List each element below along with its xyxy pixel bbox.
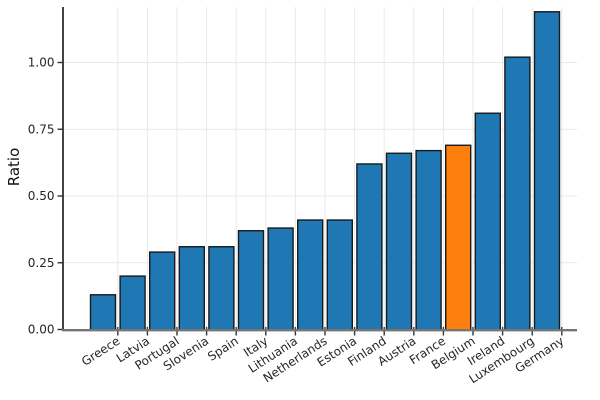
bar-france: [415, 149, 442, 331]
bar-spain: [208, 246, 235, 331]
bar-luxembourg: [504, 56, 531, 331]
y-tick-label: 0.75: [28, 122, 55, 136]
y-tick-label: 0.50: [28, 189, 55, 203]
y-tick-label: 0.00: [28, 323, 55, 337]
bars: [89, 11, 561, 331]
axes: [57, 7, 577, 332]
y-tick-labels: 0.00 0.25 0.50 0.75 1.00: [28, 56, 55, 337]
bar-germany: [533, 11, 561, 331]
bar-netherlands: [297, 219, 324, 331]
bar-finland: [356, 163, 383, 331]
bar-slovenia: [178, 246, 206, 331]
bar-greece: [89, 294, 117, 331]
bar-belgium: [445, 144, 472, 331]
bar-italy: [237, 230, 265, 331]
bar-austria: [385, 152, 413, 331]
x-tick-label-spain: Spain: [205, 334, 241, 364]
y-tick-label: 0.25: [28, 256, 55, 270]
y-tick-label: 1.00: [28, 56, 55, 70]
bar-portugal: [148, 251, 176, 331]
bar-lithuania: [267, 227, 294, 331]
bar-latvia: [119, 275, 146, 331]
bar-estonia: [326, 219, 353, 331]
y-axis-label: Ratio: [5, 148, 23, 187]
gridlines: [63, 7, 577, 330]
bar-ireland: [474, 112, 501, 331]
